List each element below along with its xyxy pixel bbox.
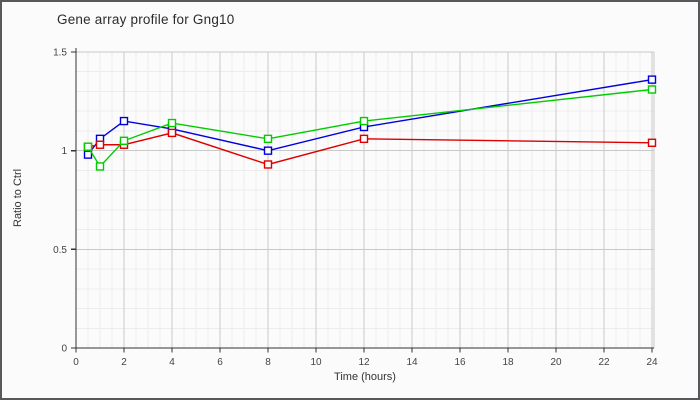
svg-text:18: 18: [502, 357, 514, 368]
svg-text:16: 16: [454, 357, 466, 368]
svg-text:0.5: 0.5: [53, 245, 67, 256]
svg-text:12: 12: [358, 357, 370, 368]
svg-text:8: 8: [265, 357, 271, 368]
svg-text:24: 24: [646, 357, 658, 368]
svg-text:4: 4: [169, 357, 175, 368]
svg-text:1.5: 1.5: [53, 48, 67, 59]
x-axis-label: Time (hours): [334, 371, 396, 383]
svg-text:22: 22: [598, 357, 610, 368]
svg-text:0: 0: [73, 357, 79, 368]
svg-text:2: 2: [121, 357, 127, 368]
svg-text:10: 10: [310, 357, 322, 368]
svg-text:14: 14: [406, 357, 418, 368]
svg-text:6: 6: [217, 357, 223, 368]
chart-title: Gene array profile for Gng10: [57, 12, 235, 27]
svg-text:1: 1: [61, 146, 67, 157]
svg-text:20: 20: [550, 357, 562, 368]
svg-text:0: 0: [61, 344, 67, 355]
